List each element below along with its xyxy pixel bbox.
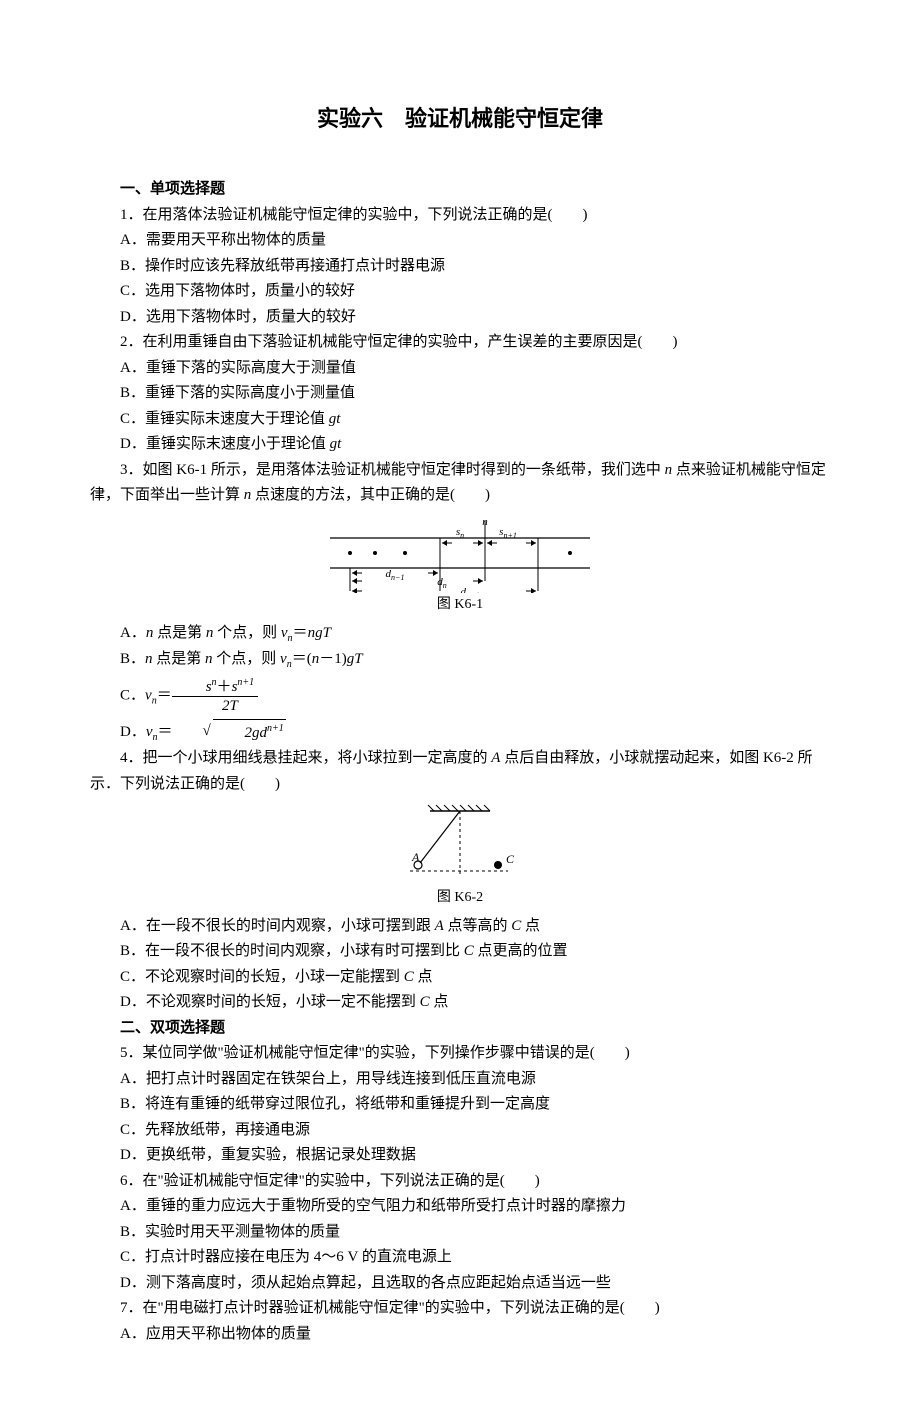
figure-k6-1-caption: 图 K6-1 bbox=[90, 593, 830, 617]
q5-option-c: C．先释放纸带，再接通电源 bbox=[90, 1118, 830, 1144]
section-1-header: 一、单项选择题 bbox=[90, 177, 830, 203]
figure-k6-2-caption: 图 K6-2 bbox=[90, 886, 830, 910]
q5-option-a: A．把打点计时器固定在铁架台上，用导线连接到低压直流电源 bbox=[90, 1067, 830, 1093]
q1-option-d: D．选用下落物体时，质量大的较好 bbox=[90, 305, 830, 331]
q1-stem: 1．在用落体法验证机械能守恒定律的实验中，下列说法正确的是( ) bbox=[90, 203, 830, 229]
svg-text:sn: sn bbox=[456, 526, 464, 540]
svg-text:dn+1: dn+1 bbox=[461, 586, 480, 593]
q4-option-a: A．在一段不很长的时间内观察，小球可摆到跟 A 点等高的 C 点 bbox=[90, 914, 830, 940]
q4-stem: 4．把一个小球用细线悬挂起来，将小球拉到一定高度的 A 点后自由释放，小球就摆动… bbox=[90, 746, 830, 797]
q7-option-a: A．应用天平称出物体的质量 bbox=[90, 1322, 830, 1348]
q2-option-d: D．重锤实际末速度小于理论值 gt bbox=[90, 432, 830, 458]
q6-option-d: D．测下落高度时，须从起始点算起，且选取的各点应距起始点适当远一些 bbox=[90, 1271, 830, 1297]
section-2: 二、双项选择题 5．某位同学做"验证机械能守恒定律"的实验，下列操作步骤中错误的… bbox=[90, 1016, 830, 1348]
q3-option-c: C．vn＝sn＋sn+12T bbox=[90, 677, 830, 715]
q5-option-b: B．将连有重锤的纸带穿过限位孔，将纸带和重锤提升到一定高度 bbox=[90, 1092, 830, 1118]
q5-stem: 5．某位同学做"验证机械能守恒定律"的实验，下列操作步骤中错误的是( ) bbox=[90, 1041, 830, 1067]
q3-option-b: B．n 点是第 n 个点，则 vn＝(n－1)gT bbox=[90, 647, 830, 673]
svg-text:C: C bbox=[506, 852, 515, 866]
q4-option-c: C．不论观察时间的长短，小球一定能摆到 C 点 bbox=[90, 965, 830, 991]
q3-option-a: A．n 点是第 n 个点，则 vn＝ngT bbox=[90, 621, 830, 647]
svg-text:dn−1: dn−1 bbox=[386, 568, 405, 582]
q4-option-d: D．不论观察时间的长短，小球一定不能摆到 C 点 bbox=[90, 990, 830, 1016]
figure-k6-2: A C 图 K6-2 bbox=[90, 801, 830, 910]
q2-stem: 2．在利用重锤自由下落验证机械能守恒定律的实验中，产生误差的主要原因是( ) bbox=[90, 330, 830, 356]
q3-stem: 3．如图 K6-1 所示，是用落体法验证机械能守恒定律时得到的一条纸带，我们选中… bbox=[90, 458, 830, 509]
q6-option-a: A．重锤的重力应远大于重物所受的空气阻力和纸带所受打点计时器的摩擦力 bbox=[90, 1194, 830, 1220]
q2-option-b: B．重锤下落的实际高度小于测量值 bbox=[90, 381, 830, 407]
q1-option-a: A．需要用天平称出物体的质量 bbox=[90, 228, 830, 254]
section-2-header: 二、双项选择题 bbox=[90, 1016, 830, 1042]
svg-text:n: n bbox=[482, 516, 488, 528]
q7-stem: 7．在"用电磁打点计时器验证机械能守恒定律"的实验中，下列说法正确的是( ) bbox=[90, 1296, 830, 1322]
q1-option-c: C．选用下落物体时，质量小的较好 bbox=[90, 279, 830, 305]
q4-option-b: B．在一段不很长的时间内观察，小球有时可摆到比 C 点更高的位置 bbox=[90, 939, 830, 965]
page-title: 实验六 验证机械能守恒定律 bbox=[90, 100, 830, 137]
q3-option-d: D．vn＝2gdn+1 bbox=[90, 719, 830, 747]
svg-text:sn+1: sn+1 bbox=[499, 526, 517, 540]
q6-option-b: B．实验时用天平测量物体的质量 bbox=[90, 1220, 830, 1246]
q2-option-c: C．重锤实际末速度大于理论值 gt bbox=[90, 407, 830, 433]
q6-option-c: C．打点计时器应接在电压为 4～6 V 的直流电源上 bbox=[90, 1245, 830, 1271]
q2-option-a: A．重锤下落的实际高度大于测量值 bbox=[90, 356, 830, 382]
q1-option-b: B．操作时应该先释放纸带再接通打点计时器电源 bbox=[90, 254, 830, 280]
q5-option-d: D．更换纸带，重复实验，根据记录处理数据 bbox=[90, 1143, 830, 1169]
svg-text:A: A bbox=[411, 850, 420, 864]
section-1: 一、单项选择题 1．在用落体法验证机械能守恒定律的实验中，下列说法正确的是( )… bbox=[90, 177, 830, 1016]
q6-stem: 6．在"验证机械能守恒定律"的实验中，下列说法正确的是( ) bbox=[90, 1169, 830, 1195]
figure-k6-1: sn sn+1 n dn−1 dn dn+1 图 K6-1 bbox=[90, 513, 830, 617]
svg-text:dn: dn bbox=[437, 576, 447, 590]
